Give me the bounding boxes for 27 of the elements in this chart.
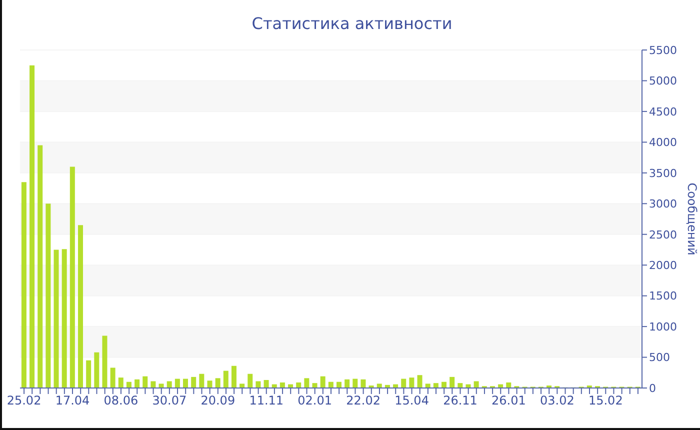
y-tick-label: 3000 [649, 198, 677, 211]
y-tick-label: 4000 [649, 136, 677, 150]
x-tick-label: 30.07 [152, 394, 187, 408]
y-tick-label: 5000 [649, 74, 677, 88]
x-tick-label: 22.02 [346, 394, 380, 408]
x-tick-label: 26.01 [492, 394, 526, 408]
x-tick-label: 26.11 [443, 394, 478, 408]
y-tick-label: 3500 [649, 166, 677, 180]
x-tick-label: 20.09 [200, 394, 236, 408]
y-tick-label: 1500 [649, 290, 677, 303]
x-tick-label: 08.06 [104, 394, 138, 408]
x-tick-label: 15.02 [588, 394, 623, 408]
chart-title: Статистика активности [250, 14, 454, 33]
x-tick-label: 15.04 [394, 394, 429, 408]
x-tick-label: 02.01 [298, 394, 332, 408]
y-tick-label: 500 [649, 351, 670, 364]
x-tick-label: 03.02 [540, 394, 574, 408]
x-tick-label: 25.02 [6, 394, 42, 408]
y-tick-label: 2000 [649, 258, 677, 272]
y-tick-label: 4500 [649, 105, 677, 118]
y-tick-label: 0 [649, 382, 656, 395]
y-tick-label: 2500 [649, 228, 677, 242]
x-tick-label: 17.04 [55, 394, 90, 408]
y-tick-label: 5500 [649, 44, 677, 57]
y-axis-title: Сообщений [684, 182, 699, 256]
y-tick-label: 1000 [649, 320, 677, 334]
x-tick-label: 11.11 [249, 394, 284, 408]
